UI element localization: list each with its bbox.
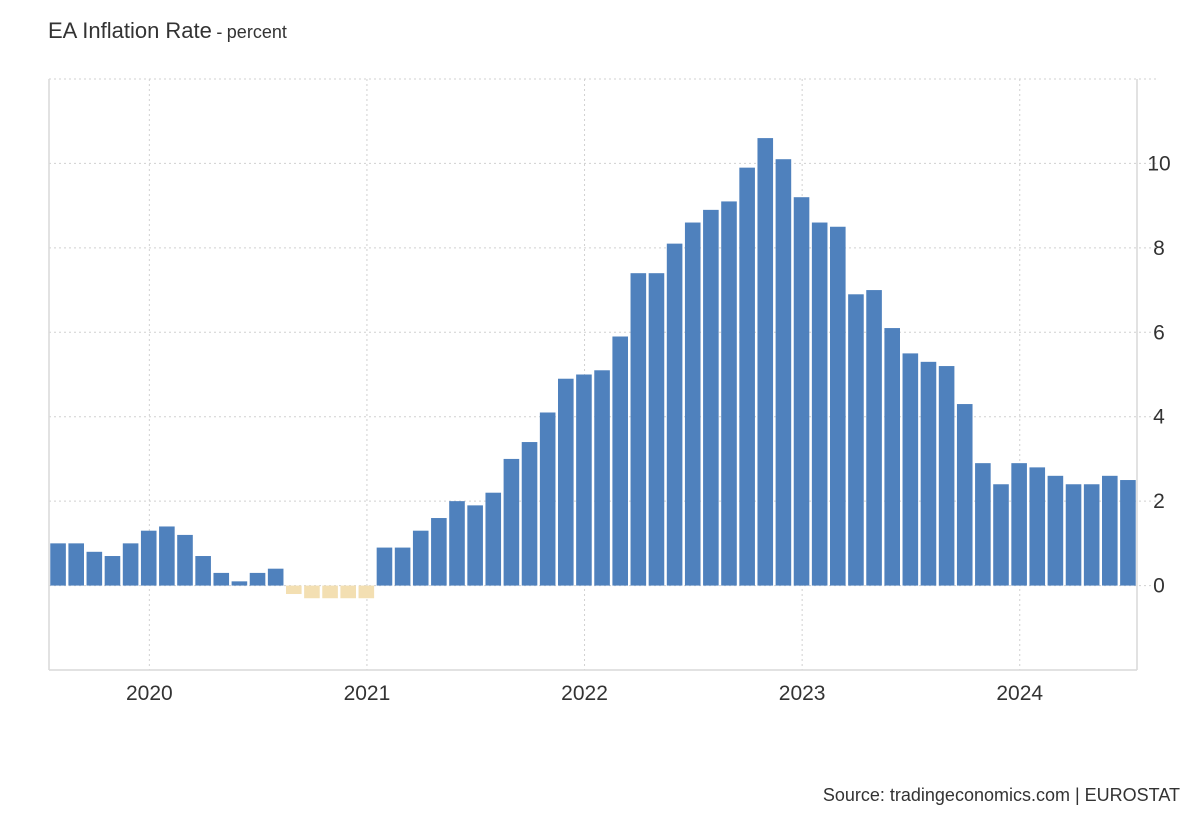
bar-2023-10: [975, 463, 991, 586]
bar-2019-09: [86, 551, 103, 586]
bar-2024-05: [1102, 475, 1118, 586]
bar-2021-09: [521, 442, 538, 586]
x-tick-label: 2023: [779, 682, 826, 705]
x-tick-label: 2021: [344, 682, 391, 705]
y-tick-label: 10: [1147, 152, 1170, 175]
bar-2021-08: [503, 458, 520, 586]
bar-2021-03: [412, 530, 429, 586]
bar-2022-06: [684, 222, 701, 586]
bar-2024-03: [1065, 484, 1082, 586]
bar-2023-09: [956, 404, 973, 586]
bar-2024-02: [1047, 475, 1064, 586]
bar-2020-02: [177, 534, 193, 586]
label-layer: 0 2 4 6 8 10 2020 2021 2022 2023 2024: [126, 152, 1171, 705]
bar-2023-12: [1011, 463, 1027, 586]
bar-2024-01: [1029, 467, 1046, 586]
bar-2021-12: [576, 374, 592, 586]
bar-2021-01: [376, 547, 393, 586]
y-tick-label: 8: [1153, 237, 1165, 260]
bar-2020-05: [231, 581, 248, 586]
bar-2020-04: [213, 572, 230, 586]
bar-2022-03: [630, 273, 647, 586]
x-tick-label: 2024: [996, 682, 1043, 705]
bar-2022-08: [721, 201, 737, 586]
bar-2020-06: [249, 572, 266, 586]
bar-2022-12: [793, 197, 810, 586]
bar-2023-05: [884, 328, 900, 586]
y-tick-label: 6: [1153, 321, 1165, 344]
bar-2022-10: [757, 138, 774, 586]
chart-title-text: EA Inflation Rate: [48, 18, 212, 43]
y-tick-label: 4: [1153, 406, 1165, 429]
bar-2022-07: [703, 209, 719, 586]
bar-2020-10: [322, 585, 338, 599]
bar-2022-05: [666, 243, 683, 586]
bar-2022-01: [594, 370, 610, 586]
x-tick-label: 2022: [561, 682, 608, 705]
source-credit: Source: tradingeconomics.com | EUROSTAT: [822, 785, 1180, 805]
y-tick-label: 2: [1153, 490, 1165, 513]
bar-2023-07: [920, 361, 937, 586]
chart-title: EA Inflation Rate - percent: [48, 18, 287, 44]
bar-2024-06: [1120, 480, 1136, 586]
bar-layer: [50, 138, 1136, 599]
bar-2019-11: [122, 543, 139, 586]
bar-2023-01: [811, 222, 828, 586]
axis-layer: [48, 79, 1138, 671]
x-tick-label: 2020: [126, 682, 173, 705]
bar-2021-04: [431, 518, 447, 586]
bar-2020-07: [267, 568, 284, 586]
bar-2019-08: [68, 543, 84, 586]
bar-2020-11: [340, 585, 356, 599]
bar-2021-02: [394, 547, 411, 586]
bar-2023-02: [830, 226, 846, 586]
bar-2021-10: [539, 412, 556, 586]
bar-2023-04: [866, 290, 882, 586]
bar-2023-11: [993, 484, 1009, 586]
bar-2019-12: [140, 530, 157, 586]
bar-2022-09: [739, 167, 755, 586]
bar-2023-03: [848, 294, 864, 586]
bar-2021-07: [485, 492, 502, 586]
bar-2024-04: [1083, 484, 1100, 586]
bar-2020-01: [159, 526, 175, 586]
bar-2019-07: [50, 543, 66, 586]
bar-2020-09: [304, 585, 320, 599]
bar-2020-03: [195, 556, 211, 586]
bar-2021-06: [467, 505, 483, 586]
chart-unit-label: percent: [226, 22, 287, 42]
bar-2022-04: [648, 273, 665, 586]
bar-2022-02: [612, 336, 628, 586]
y-tick-label: 0: [1153, 575, 1165, 598]
bar-2023-08: [938, 366, 955, 586]
bar-2022-11: [775, 159, 792, 586]
bar-2021-05: [449, 501, 465, 586]
title-separator: -: [216, 22, 223, 42]
bar-2020-12: [358, 585, 375, 599]
bar-2021-11: [558, 378, 574, 586]
bar-2019-10: [104, 556, 121, 586]
bar-2020-08: [286, 585, 302, 595]
bar-2023-06: [902, 353, 919, 586]
